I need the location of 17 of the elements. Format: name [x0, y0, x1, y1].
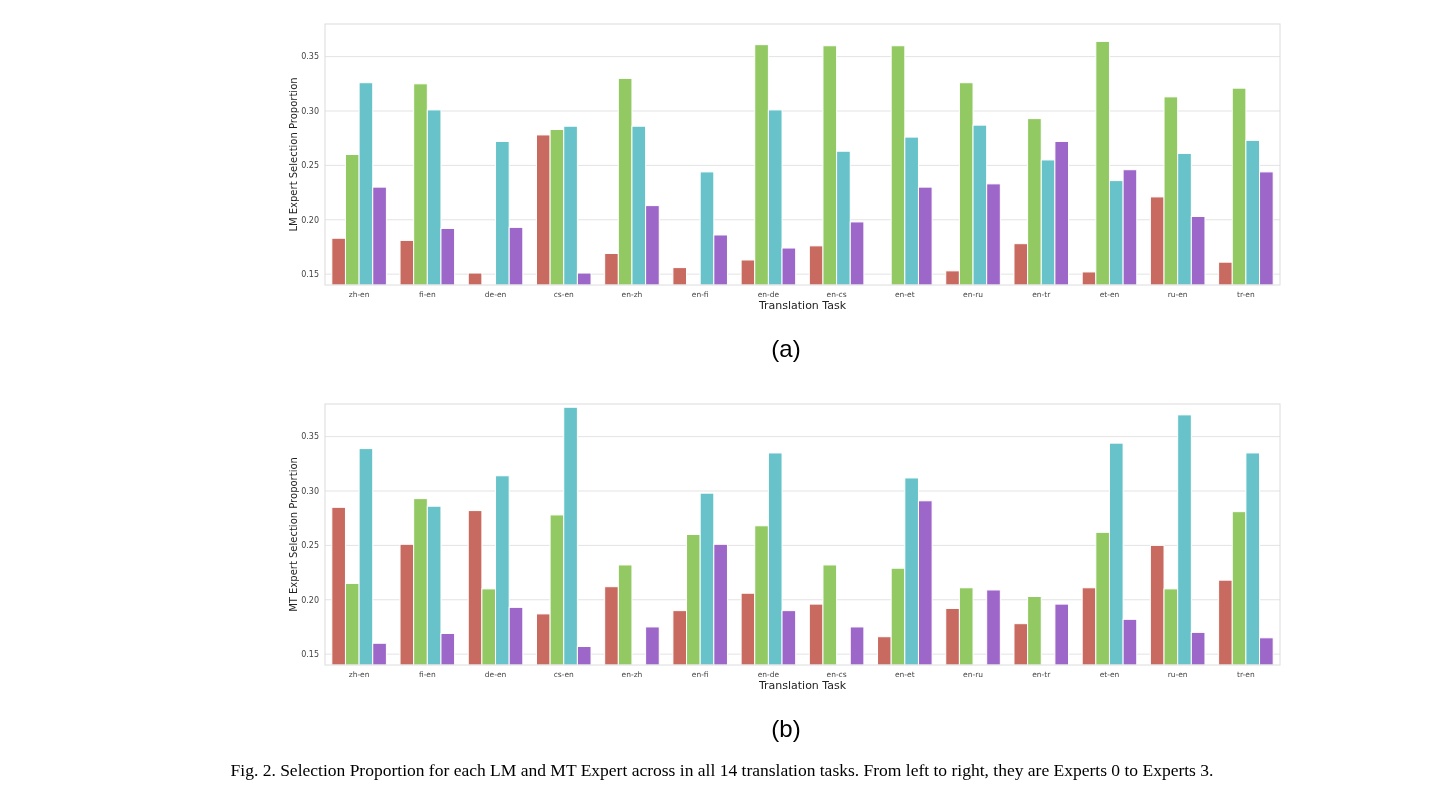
y-tick-label: 0.30: [301, 106, 319, 116]
y-tick-label: 0.15: [301, 269, 319, 279]
y-tick-label: 0.15: [301, 649, 319, 659]
y-tick-label: 0.35: [301, 432, 319, 442]
text: (b): [771, 715, 801, 742]
text: (a): [771, 335, 801, 362]
caption: Fig. 2. Selection Proportion for each LM and MT Expert across in all 14 translation tasks. From left to right, they are Experts 0 to Experts 3.: [230, 760, 1214, 780]
y-axis-title: LM Expert Selection Proportion: [288, 77, 299, 232]
y-tick-label: 0.25: [301, 161, 319, 171]
x-axis-title: Translation Task: [757, 299, 847, 312]
x-axis-title: Translation Task: [757, 679, 847, 692]
y-tick-label: 0.20: [301, 595, 319, 605]
y-tick-label: 0.35: [301, 52, 319, 62]
y-axis-title: MT Expert Selection Proportion: [288, 457, 299, 612]
y-tick-label: 0.20: [301, 215, 319, 225]
y-tick-label: 0.25: [301, 541, 319, 551]
y-tick-label: 0.30: [301, 486, 319, 496]
